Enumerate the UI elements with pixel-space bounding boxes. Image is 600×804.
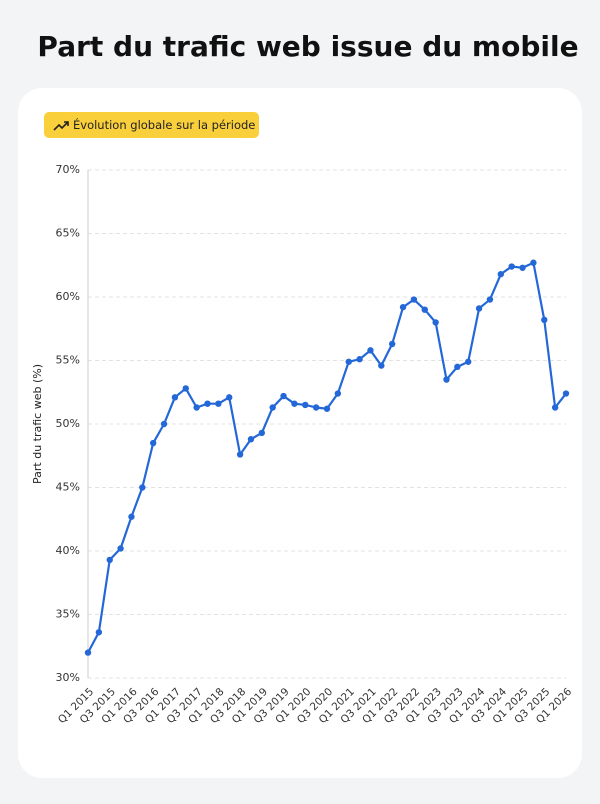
point <box>323 405 331 412</box>
point <box>356 356 363 363</box>
point <box>530 259 537 266</box>
badge <box>44 112 259 138</box>
point <box>247 436 255 443</box>
point <box>497 270 505 278</box>
y-tick-label: 55% <box>56 354 80 367</box>
point <box>215 400 222 407</box>
point <box>367 347 374 354</box>
point <box>378 362 385 369</box>
card <box>18 88 582 778</box>
y-tick-label: 50% <box>56 417 80 430</box>
point <box>182 385 189 392</box>
point <box>149 439 157 447</box>
point <box>345 358 352 365</box>
point <box>399 303 407 311</box>
point <box>541 316 548 324</box>
point <box>106 556 113 564</box>
point <box>508 263 515 270</box>
chart-title: Part du trafic web issue du mobile <box>37 30 578 63</box>
point <box>432 319 439 326</box>
y-tick-label: 60% <box>56 290 80 303</box>
point <box>95 629 103 636</box>
point <box>291 400 298 407</box>
point <box>519 264 526 271</box>
point <box>551 404 559 411</box>
y-tick-label: 30% <box>56 671 80 684</box>
point <box>302 401 309 409</box>
point <box>139 484 146 491</box>
point <box>117 545 124 552</box>
trend-icon <box>53 121 69 131</box>
point <box>562 390 570 397</box>
point <box>171 394 179 401</box>
point <box>236 451 244 458</box>
y-tick-label: 70% <box>56 163 80 176</box>
point <box>486 296 494 303</box>
point <box>193 404 200 411</box>
badge-text: Évolution globale sur la période <box>73 117 255 132</box>
point <box>312 404 320 411</box>
point <box>280 392 287 400</box>
point <box>128 513 135 520</box>
point <box>269 404 276 411</box>
point <box>334 390 342 397</box>
y-tick-label: 35% <box>56 608 80 621</box>
point <box>84 649 92 656</box>
y-tick-label: 40% <box>56 544 80 557</box>
point <box>226 394 233 401</box>
y-tick-label: 65% <box>56 227 80 240</box>
point <box>421 306 428 313</box>
point <box>454 363 461 371</box>
y-axis-label: Part du trafic web (%) <box>31 364 44 484</box>
point <box>160 420 168 428</box>
point <box>475 305 483 312</box>
point <box>443 376 450 383</box>
y-tick-label: 45% <box>56 481 80 494</box>
point <box>258 429 266 437</box>
point <box>204 400 211 407</box>
point <box>388 340 396 348</box>
point <box>410 296 418 303</box>
point <box>465 358 472 365</box>
